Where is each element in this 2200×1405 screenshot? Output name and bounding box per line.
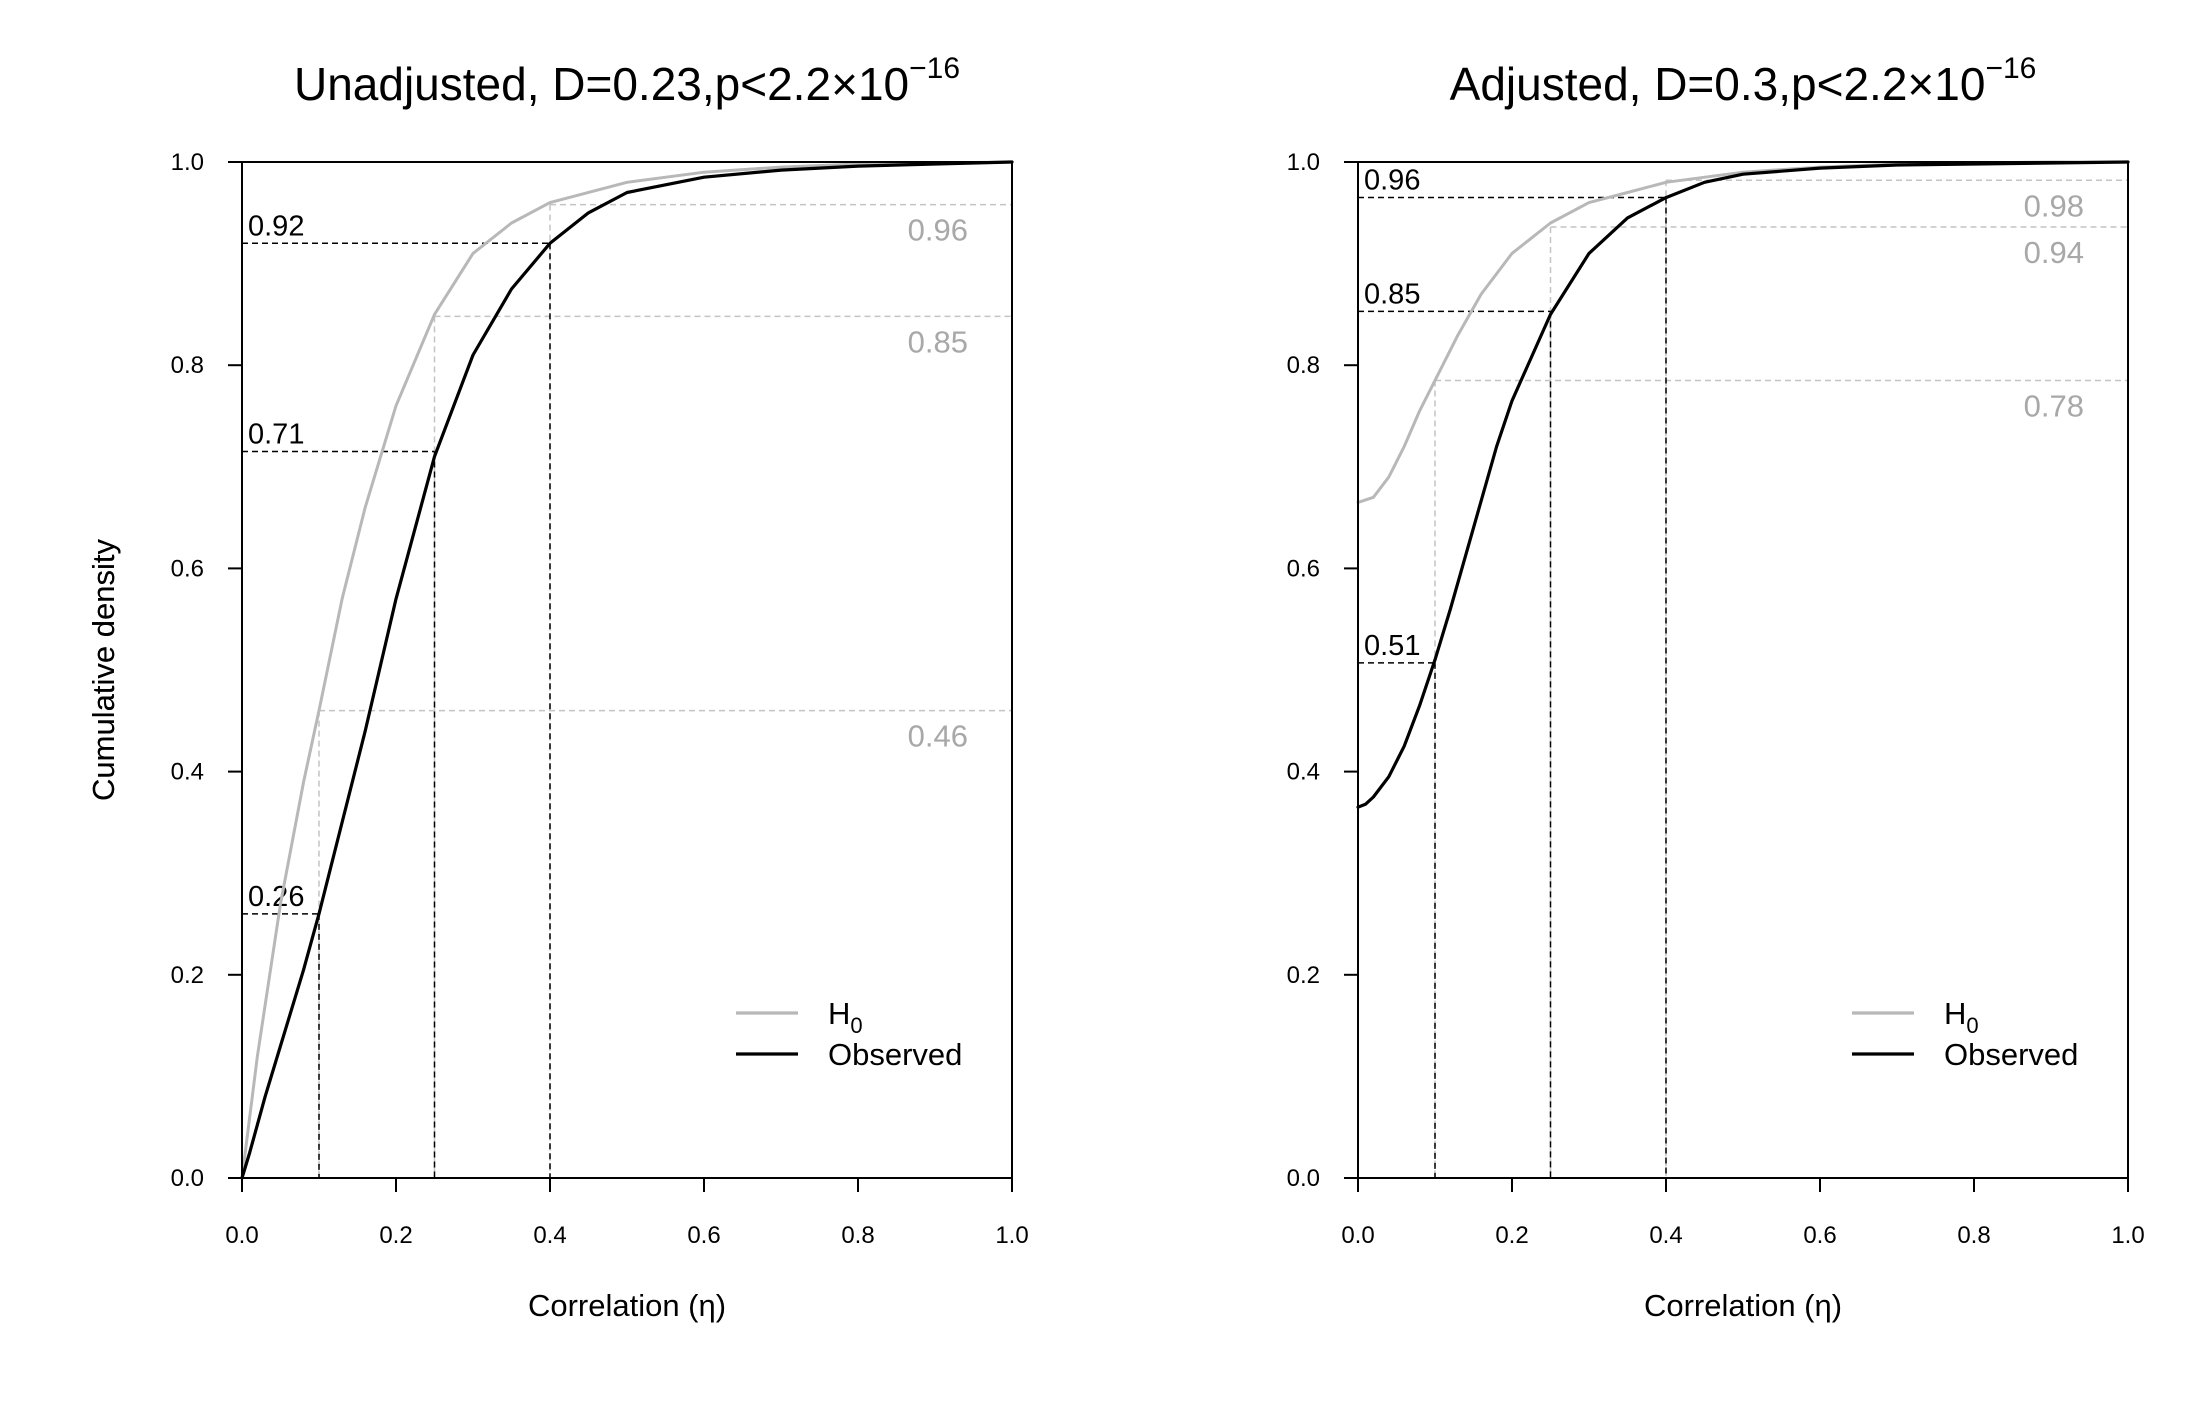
chart-title-base: 10 xyxy=(1934,58,1985,110)
legend-label-main: H xyxy=(828,996,850,1031)
observed-cutoff-label: 0.92 xyxy=(248,210,304,242)
h0-cutoff-label: 0.46 xyxy=(908,719,968,754)
series-line-observed xyxy=(1356,160,2130,809)
chart-title-main: Unadjusted, D=0.23,p<2.2 xyxy=(294,58,831,110)
observed-cutoff-label: 0.51 xyxy=(1364,630,1420,662)
observed-cutoff-label: 0.26 xyxy=(248,881,304,913)
chart-title-base: 10 xyxy=(858,58,909,110)
series-line-h0 xyxy=(240,160,1014,1180)
y-tick-label: 0.4 xyxy=(1287,759,1320,786)
chart-title-main: Adjusted, D=0.3,p<2.2 xyxy=(1450,58,1908,110)
chart-title-exponent: −16 xyxy=(1985,52,2036,85)
x-axis-title: Correlation (η) xyxy=(1644,1288,1842,1323)
observed-cutoff-label: 0.71 xyxy=(248,419,304,451)
y-axis-title: Cumulative density xyxy=(86,539,121,801)
y-tick-label: 0.4 xyxy=(171,759,204,786)
y-axis-title: Cumulative density xyxy=(86,539,121,801)
legend-label: Observed xyxy=(828,1037,962,1072)
chart-title: Adjusted, D=0.3,p<2.2×10−16 xyxy=(1450,52,2037,110)
x-axis-title: Correlation (η) xyxy=(528,1288,726,1323)
h0-cutoff-label: 0.94 xyxy=(2024,235,2084,270)
legend-label: Observed xyxy=(1944,1037,2078,1072)
plot-frame xyxy=(241,161,1013,1179)
observed-cutoff-label: 0.85 xyxy=(1364,278,1420,310)
legend-label-main: Observed xyxy=(828,1037,962,1072)
x-tick-label: 0.4 xyxy=(533,1222,566,1249)
chart-title-times: × xyxy=(831,58,858,110)
y-tick-label: 1.0 xyxy=(171,149,204,176)
legend-label: H0 xyxy=(1944,996,1979,1038)
y-tick-label: 1.0 xyxy=(1287,149,1320,176)
legend-label-main: Observed xyxy=(1944,1037,2078,1072)
x-tick-label: 0.0 xyxy=(1341,1222,1374,1249)
legend-label: H0 xyxy=(828,996,863,1038)
x-tick-label: 0.2 xyxy=(379,1222,412,1249)
h0-cutoff-label: 0.96 xyxy=(908,213,968,248)
x-tick-label: 0.0 xyxy=(225,1222,258,1249)
x-tick-label: 1.0 xyxy=(995,1222,1028,1249)
y-tick-label: 0.2 xyxy=(1287,962,1320,989)
h0-cutoff-label: 0.98 xyxy=(2024,188,2084,223)
x-tick-label: 0.8 xyxy=(1957,1222,1990,1249)
chart-panel-1: Unadjusted, D=0.23,p<2.2×10−16 0.46 0.26 0.… xyxy=(86,52,1029,1323)
y-tick-label: 0.0 xyxy=(1287,1165,1320,1192)
x-tick-label: 0.6 xyxy=(687,1222,720,1249)
y-tick-label: 0.8 xyxy=(171,352,204,379)
y-tick-label: 0.6 xyxy=(1287,555,1320,582)
y-tick-label: 0.8 xyxy=(1287,352,1320,379)
h0-cutoff-label: 0.85 xyxy=(908,324,968,359)
legend-label-subscript: 0 xyxy=(1966,1013,1978,1038)
series-line-h0 xyxy=(1356,160,2130,504)
chart-title-exponent: −16 xyxy=(909,52,960,85)
legend-label-subscript: 0 xyxy=(850,1013,862,1038)
legend-label-main: H xyxy=(1944,996,1966,1031)
x-tick-label: 0.6 xyxy=(1803,1222,1836,1249)
x-tick-label: 0.2 xyxy=(1495,1222,1528,1249)
x-tick-label: 0.4 xyxy=(1649,1222,1682,1249)
x-tick-label: 0.8 xyxy=(841,1222,874,1249)
plot-frame xyxy=(1357,161,2129,1179)
chart-title: Unadjusted, D=0.23,p<2.2×10−16 xyxy=(294,52,960,110)
y-tick-label: 0.6 xyxy=(171,555,204,582)
chart-panel-2: Adjusted, D=0.3,p<2.2×10−160.780.510.940… xyxy=(86,52,2145,1323)
y-tick-label: 0.2 xyxy=(171,962,204,989)
y-tick-label: 0.0 xyxy=(171,1165,204,1192)
x-tick-label: 1.0 xyxy=(2111,1222,2144,1249)
h0-cutoff-label: 0.78 xyxy=(2024,388,2084,423)
observed-cutoff-label: 0.96 xyxy=(1364,165,1420,197)
series-line-observed xyxy=(240,160,1014,1180)
chart-title-times: × xyxy=(1907,58,1934,110)
